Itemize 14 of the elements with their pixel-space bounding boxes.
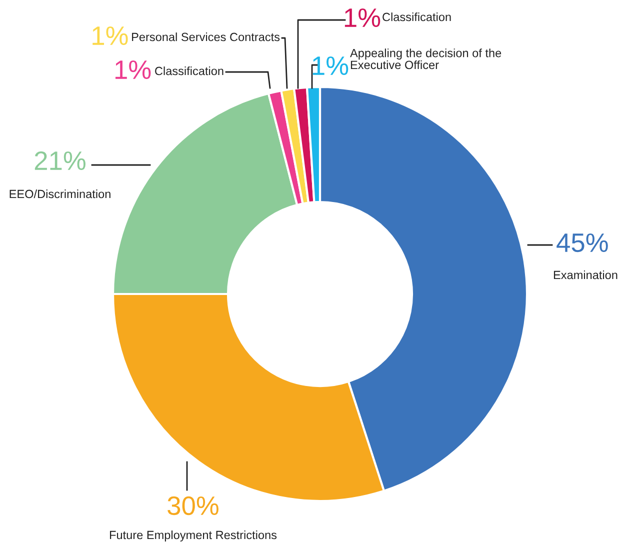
slice-label: Examination: [554, 270, 618, 280]
data-label: 45%: [556, 234, 608, 252]
data-label: 1%: [344, 8, 380, 27]
slice-label: EEO/Discrimination: [10, 189, 110, 198]
data-label: 1%: [92, 26, 128, 45]
data-label: 1%: [115, 60, 151, 79]
slice-label: Classification: [155, 66, 224, 76]
data-label: 30%: [168, 496, 218, 516]
slice-label: Appealing the decision of the Executive Officer: [350, 48, 502, 70]
slice-label: Future Employment Restrictions: [110, 530, 277, 542]
slice-label: Personal Services Contracts: [132, 32, 280, 42]
slice-label: Classification: [382, 12, 451, 22]
data-label: 1%: [312, 56, 348, 75]
data-label: 21%: [34, 151, 86, 170]
